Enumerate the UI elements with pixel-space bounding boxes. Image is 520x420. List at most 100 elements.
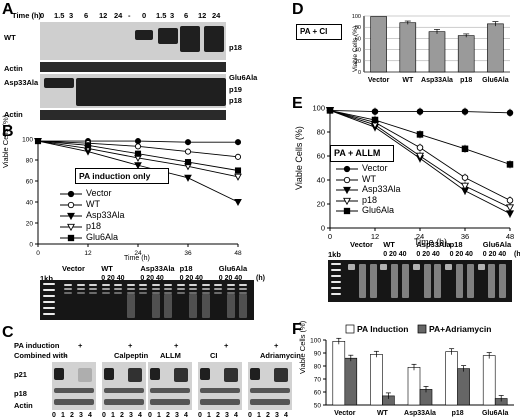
gel-band — [151, 284, 160, 286]
y-tick-label: 40 — [317, 176, 325, 185]
legend-swatch — [336, 197, 358, 205]
treatment-label: ALLM — [160, 351, 181, 360]
chart-d-box-text: PA + CI — [300, 27, 328, 36]
ladder-band — [331, 281, 341, 283]
c-row2-label: Combined with — [14, 351, 68, 360]
gel-band — [226, 288, 235, 290]
y-tick-label: 60 — [314, 390, 322, 397]
x-tick-label: 36 — [184, 250, 192, 257]
ladder-band — [331, 263, 341, 265]
gel-band — [189, 288, 197, 290]
lane-number: 4 — [234, 412, 238, 419]
y-tick-label: 100 — [352, 14, 361, 20]
bar — [370, 16, 387, 73]
lane-number: 0 — [148, 412, 152, 419]
blot-band — [150, 388, 190, 393]
gel-band — [176, 284, 185, 286]
x-tick-label: 48 — [234, 250, 242, 257]
gel-band — [239, 292, 247, 294]
time-tick: 6 — [184, 11, 189, 20]
legend-marker — [67, 190, 75, 198]
gel-band — [201, 288, 210, 290]
gel-band — [101, 284, 110, 286]
gel-band — [214, 292, 222, 294]
time-tick: 12 — [99, 11, 108, 20]
gel-lane-label: 0 20 40 — [218, 275, 243, 282]
panel-a-label: A — [2, 1, 14, 18]
y-tick-label: 60 — [317, 152, 325, 161]
data-point — [134, 143, 142, 150]
gel-band — [126, 288, 135, 290]
data-point — [234, 139, 242, 146]
data-point — [234, 153, 242, 160]
data-point — [461, 145, 469, 153]
gel-lane-label: 0 20 40 — [140, 275, 164, 282]
legend-swatch — [60, 201, 82, 209]
blot-band — [224, 368, 238, 382]
gel-band — [466, 264, 474, 298]
lane-number: 2 — [120, 412, 124, 419]
c-blot — [102, 362, 146, 410]
blot-band — [128, 368, 142, 382]
chart-b-box-text: PA induction only — [79, 171, 151, 181]
gel-band — [114, 284, 122, 286]
gel-b — [40, 280, 254, 320]
blot-band — [250, 388, 290, 393]
legend-marker — [343, 197, 351, 205]
gel-band — [126, 284, 135, 286]
c-row1-label: PA induction — [14, 341, 60, 350]
legend-label: WT — [362, 173, 376, 184]
blot-asp33ala — [40, 74, 226, 108]
data-point — [234, 198, 242, 207]
ladder-band — [331, 287, 341, 289]
gel-band — [445, 264, 453, 270]
data-point — [506, 109, 514, 117]
bar — [332, 340, 346, 406]
data-point — [505, 204, 515, 212]
blot-band — [150, 399, 190, 405]
gel-smear — [151, 294, 160, 318]
legend-label: WT — [86, 199, 100, 209]
y-tick-label: 60 — [26, 179, 34, 186]
data-point — [134, 162, 142, 170]
data-point — [234, 173, 242, 181]
time-tick: 24 — [114, 11, 123, 20]
blot-band — [204, 26, 224, 52]
lane-number: 1 — [257, 412, 261, 419]
gel-lane-label: 0 20 40 — [101, 275, 125, 282]
gel-band — [239, 284, 247, 286]
legend-swatch — [336, 165, 358, 173]
lane-number: 1 — [207, 412, 211, 419]
legend-label: PA+Adriamycin — [429, 324, 491, 334]
blot-band — [150, 368, 160, 380]
lane-number: 1 — [157, 412, 161, 419]
gel-band — [201, 284, 210, 286]
data-point — [234, 167, 242, 174]
y-tick-label: 100 — [22, 137, 33, 144]
gel-band — [151, 288, 160, 290]
time-tick: 6 — [84, 11, 89, 20]
plus-sign: + — [224, 341, 229, 350]
blot-band — [44, 78, 74, 88]
gel-band — [164, 292, 172, 294]
chart-e-box: PA + ALLM — [330, 145, 394, 162]
category-label: Vector — [368, 77, 390, 84]
lane-number: 0 — [102, 412, 106, 419]
bar — [407, 366, 421, 406]
data-point — [415, 152, 425, 161]
legend-marker — [343, 176, 351, 183]
blot-actin-1 — [40, 62, 226, 72]
y-tick-label: 40 — [355, 48, 361, 54]
row-label-actin-1: Actin — [4, 64, 23, 73]
right-label-glu6ala: Glu6Ala — [229, 73, 258, 82]
treatment-label: CI — [210, 351, 218, 360]
blot-band — [104, 399, 144, 405]
x-tick-label: 48 — [506, 232, 514, 241]
gel-band — [64, 288, 72, 290]
gel-band — [89, 288, 97, 290]
x-tick-label: 12 — [84, 250, 92, 257]
lane-number: 0 — [248, 412, 252, 419]
gel-e — [328, 260, 512, 302]
gel-band — [434, 264, 442, 298]
